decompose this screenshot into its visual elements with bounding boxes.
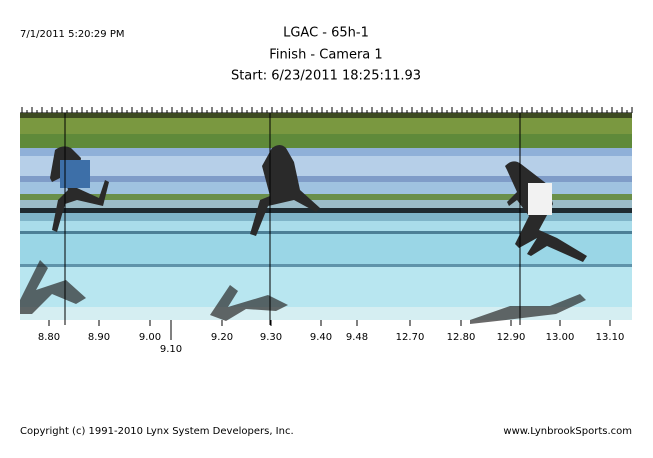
ruler: [20, 107, 633, 114]
time-label: 13.00: [546, 332, 575, 343]
time-label: 9.48: [346, 332, 368, 343]
time-label: 12.80: [447, 332, 476, 343]
time-label: 12.90: [497, 332, 526, 343]
start-time: Start: 6/23/2011 18:25:11.93: [231, 69, 421, 84]
time-label: 12.70: [396, 332, 425, 343]
finish-photo: [20, 113, 632, 325]
website: www.LynbrookSports.com: [503, 426, 632, 437]
time-label: 9.00: [139, 332, 161, 343]
time-scale: 8.80 8.90 9.009.10 9.20 9.30 9.40 9.48 12.70 12.…: [38, 320, 624, 355]
timestamp: 7/1/2011 5:20:29 PM: [20, 29, 124, 40]
time-label: 9.10: [160, 344, 182, 355]
time-label: 8.80: [38, 332, 60, 343]
time-label: 13.10: [596, 332, 625, 343]
subtitle: Finish - Camera 1: [269, 48, 382, 63]
time-label: 9.20: [211, 332, 233, 343]
time-label: 9.30: [260, 332, 282, 343]
copyright: Copyright (c) 1991-2010 Lynx System Deve…: [20, 426, 294, 437]
time-label: 9.40: [310, 332, 332, 343]
time-label: 8.90: [88, 332, 110, 343]
title: LGAC - 65h-1: [283, 26, 369, 41]
